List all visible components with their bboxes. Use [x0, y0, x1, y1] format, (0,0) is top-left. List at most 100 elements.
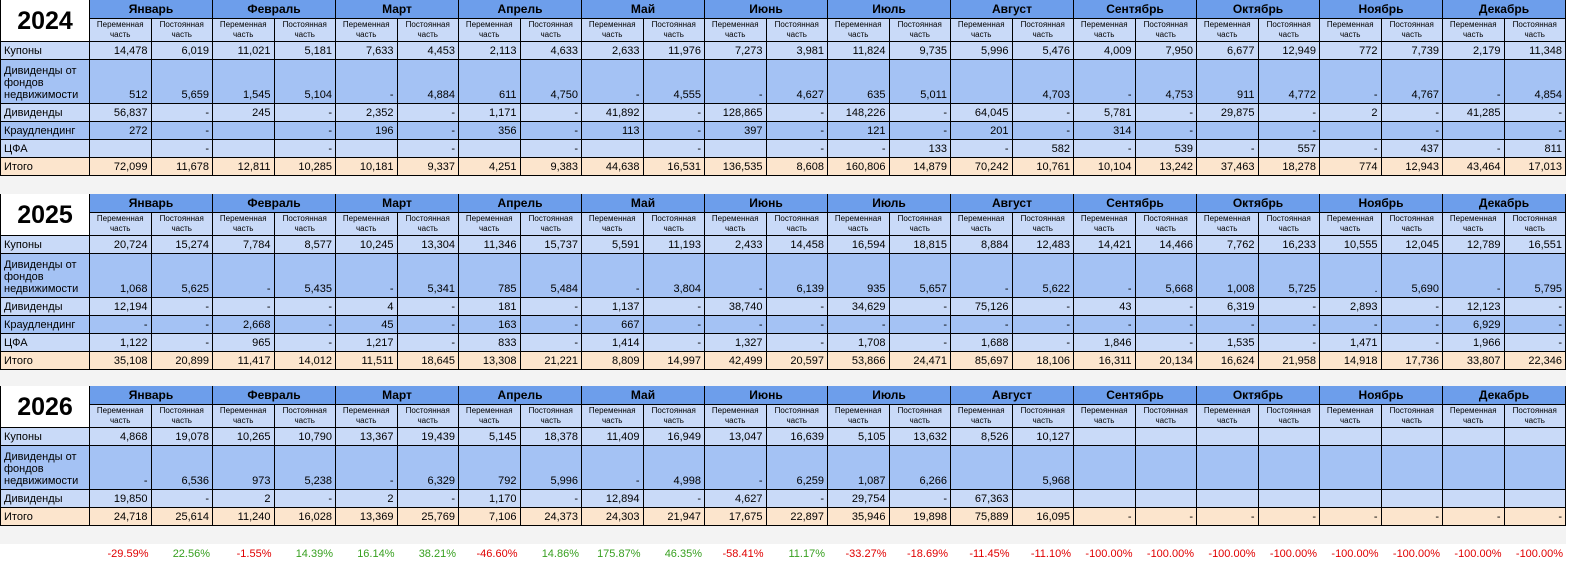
value-cell: 12,789 [1443, 236, 1505, 254]
value-cell: 13,304 [397, 236, 459, 254]
value-cell: 935 [828, 254, 890, 298]
value-cell: - [1504, 104, 1566, 122]
value-cell: 1,170 [459, 490, 521, 508]
value-cell: 25,614 [151, 508, 213, 526]
value-cell: 37,463 [1197, 158, 1259, 176]
value-cell: 4,453 [397, 42, 459, 60]
value-cell: - [1504, 122, 1566, 140]
change-cell: -100.00% [1208, 548, 1256, 560]
sub-header: Переменная часть [828, 405, 890, 428]
sub-header: Постоянная часть [520, 19, 582, 42]
value-cell: - [397, 490, 459, 508]
value-cell: - [397, 104, 459, 122]
value-cell: 2 [1320, 104, 1382, 122]
value-cell: - [1320, 60, 1382, 104]
value-cell: 1,688 [951, 334, 1013, 352]
sub-header: Переменная часть [951, 19, 1013, 42]
value-cell: 7,739 [1381, 42, 1443, 60]
value-cell: 3,804 [643, 254, 705, 298]
value-cell: 8,884 [951, 236, 1013, 254]
change-cell: 175.87% [597, 548, 641, 560]
value-cell: - [151, 298, 213, 316]
value-cell: - [1074, 140, 1136, 158]
value-cell: 582 [1012, 140, 1074, 158]
value-cell: - [520, 104, 582, 122]
value-cell: 2,633 [582, 42, 644, 60]
value-cell: 11,678 [151, 158, 213, 176]
sub-header: Переменная часть [213, 19, 275, 42]
value-cell: 24,471 [889, 352, 951, 370]
sub-header: Постоянная часть [274, 19, 336, 42]
value-cell: - [1135, 334, 1197, 352]
value-cell: 611 [459, 60, 521, 104]
value-cell: 1,545 [213, 60, 275, 104]
value-cell: 397 [705, 122, 767, 140]
value-cell: 1,171 [459, 104, 521, 122]
month-header: Апрель [459, 194, 582, 213]
value-cell: 3,981 [766, 42, 828, 60]
value-cell [1320, 490, 1382, 508]
value-cell: 5,341 [397, 254, 459, 298]
value-cell: 35,946 [828, 508, 890, 526]
value-cell: 10,245 [336, 236, 398, 254]
month-header: Октябрь [1197, 386, 1320, 405]
value-cell: 17,736 [1381, 352, 1443, 370]
row-label: Краудлендинг [0, 316, 90, 334]
value-cell: 11,348 [1504, 42, 1566, 60]
sub-header: Постоянная часть [151, 19, 213, 42]
sub-header: Переменная часть [1197, 405, 1259, 428]
month-header: Май [582, 0, 705, 19]
value-cell: 965 [213, 334, 275, 352]
spacer-row [0, 526, 1566, 544]
value-cell: - [828, 316, 890, 334]
value-cell: - [274, 140, 336, 158]
value-cell: 24,718 [90, 508, 152, 526]
value-cell [1320, 122, 1382, 140]
value-cell: 12,949 [1258, 42, 1320, 60]
value-cell [1197, 490, 1259, 508]
value-cell: 18,106 [1012, 352, 1074, 370]
sub-header: Постоянная часть [274, 405, 336, 428]
value-cell: 19,898 [889, 508, 951, 526]
year-cell: 2026 [0, 386, 90, 428]
value-cell [1197, 446, 1259, 490]
month-header: Январь [90, 194, 213, 213]
value-cell: 13,242 [1135, 158, 1197, 176]
value-cell: - [274, 104, 336, 122]
value-cell: 11,346 [459, 236, 521, 254]
value-cell: 33,807 [1443, 352, 1505, 370]
value-cell: - [213, 298, 275, 316]
value-cell: - [1074, 254, 1136, 298]
month-header: Ноябрь [1320, 0, 1443, 19]
value-cell: - [397, 140, 459, 158]
value-cell: 4,627 [705, 490, 767, 508]
sub-header: Переменная часть [1320, 19, 1382, 42]
sub-header: Переменная часть [1443, 213, 1505, 236]
value-cell: - [336, 446, 398, 490]
sub-header: Переменная часть [951, 213, 1013, 236]
value-cell: 10,790 [274, 428, 336, 446]
sub-header: Переменная часть [459, 213, 521, 236]
value-cell: 15,274 [151, 236, 213, 254]
month-header: Сентябрь [1074, 386, 1197, 405]
value-cell: - [643, 298, 705, 316]
value-cell: 4,998 [643, 446, 705, 490]
value-cell: - [766, 140, 828, 158]
value-cell: 2 [336, 490, 398, 508]
value-cell: 2,352 [336, 104, 398, 122]
row-label: Дивиденды от фондов недвижимости [0, 446, 90, 490]
sub-header: Постоянная часть [643, 405, 705, 428]
value-cell: 11,417 [213, 352, 275, 370]
value-cell: 75,126 [951, 298, 1013, 316]
value-cell [1504, 490, 1566, 508]
value-cell: - [582, 446, 644, 490]
month-header: Декабрь [1443, 0, 1566, 19]
value-cell [705, 140, 767, 158]
value-cell: 16,639 [766, 428, 828, 446]
value-cell: 21,221 [520, 352, 582, 370]
value-cell [1443, 446, 1505, 490]
value-cell: 356 [459, 122, 521, 140]
value-cell: 10,761 [1012, 158, 1074, 176]
value-cell: 7,273 [705, 42, 767, 60]
value-cell: 16,594 [828, 236, 890, 254]
